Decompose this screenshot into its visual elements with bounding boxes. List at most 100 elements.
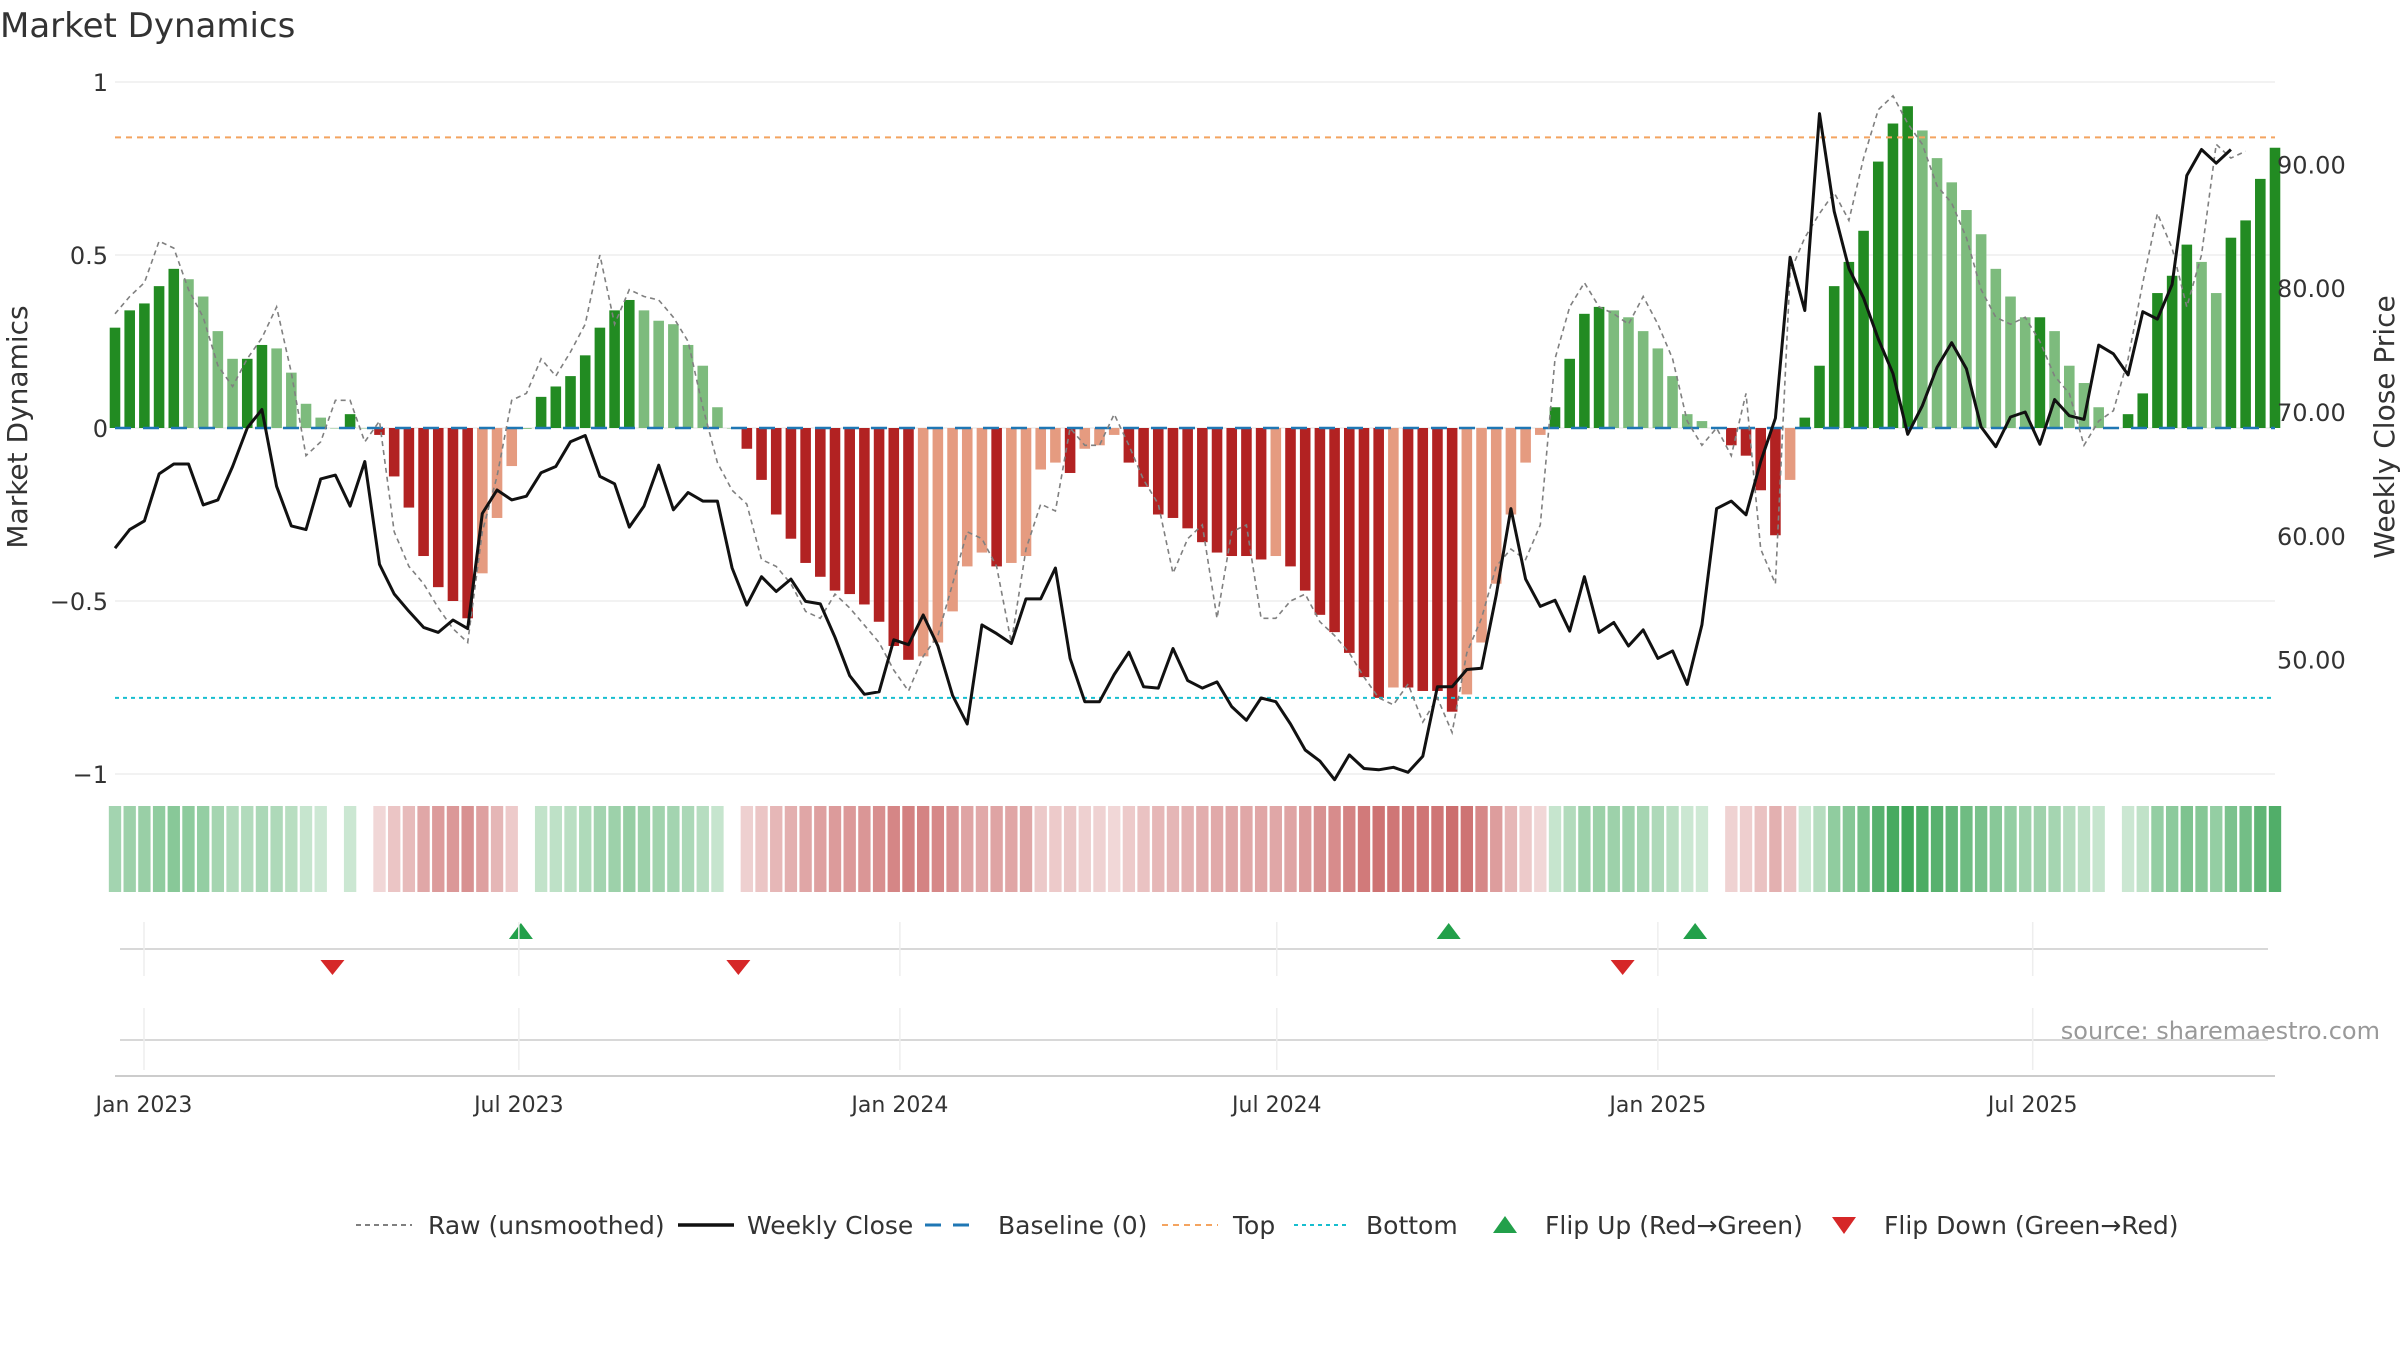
bar	[903, 428, 914, 660]
bar	[1299, 428, 1311, 591]
heat-cell	[1034, 806, 1047, 892]
heat-cell	[931, 806, 945, 892]
heat-cell	[1269, 806, 1282, 892]
bar	[1167, 428, 1179, 518]
bar	[1784, 428, 1796, 480]
bar	[565, 376, 576, 428]
bar	[1667, 376, 1678, 428]
bar	[2225, 237, 2237, 428]
bar	[1329, 428, 1340, 633]
bar	[506, 428, 518, 467]
heat-cell	[1240, 806, 1253, 892]
heat-cell	[1401, 806, 1415, 892]
heat-cell	[593, 806, 607, 892]
bars-series	[109, 106, 2281, 712]
bar	[1726, 428, 1737, 446]
left-tick-label: 1	[93, 69, 108, 97]
heat-cell	[226, 806, 239, 892]
heat-cell	[1122, 806, 1136, 892]
heat-cell	[138, 806, 151, 892]
heat-cell	[1813, 806, 1826, 892]
heat-cell	[755, 806, 768, 892]
bar	[1006, 428, 1017, 563]
heat-cell	[1695, 806, 1709, 892]
heat-cell	[637, 806, 651, 892]
heat-cell	[1372, 806, 1385, 892]
bar	[2137, 393, 2149, 428]
heat-cell	[1063, 806, 1077, 892]
bar	[2255, 178, 2266, 428]
bar	[432, 428, 444, 588]
heat-cell	[196, 806, 210, 892]
heat-cell	[1681, 806, 1694, 892]
bar	[623, 299, 635, 428]
bar	[197, 296, 209, 428]
heat-cell	[1460, 806, 1474, 892]
heat-cell	[1636, 806, 1650, 892]
bar	[462, 428, 473, 619]
heat-cell	[1607, 806, 1620, 892]
bar	[932, 428, 944, 643]
heat-cell	[711, 806, 724, 892]
bar	[1696, 421, 1708, 428]
heat-cell	[1152, 806, 1165, 892]
bar	[1505, 428, 1517, 515]
bar	[594, 327, 606, 428]
bar	[374, 428, 385, 435]
left-tick-label: −1	[73, 761, 108, 789]
heat-cell	[1357, 806, 1371, 892]
heat-cell	[843, 806, 856, 892]
lines-layer	[113, 94, 2275, 782]
right-tick-label: 50.00	[2277, 647, 2346, 675]
heat-cell	[388, 806, 401, 892]
bar	[1152, 428, 1164, 515]
bar	[2063, 365, 2075, 428]
bar	[961, 428, 973, 567]
heat-cell	[1210, 806, 1224, 892]
left-tick-label: 0	[93, 415, 108, 443]
heat-cell	[2121, 806, 2135, 892]
bar	[1035, 428, 1047, 470]
bar	[2210, 293, 2222, 428]
heat-cell	[1019, 806, 1033, 892]
legend-label: Baseline (0)	[998, 1211, 1147, 1240]
bar	[1931, 158, 1943, 428]
heat-cell	[2151, 806, 2164, 892]
raw-line	[114, 94, 2246, 736]
bar	[653, 320, 664, 428]
bar	[109, 327, 121, 428]
heat-cell	[579, 806, 592, 892]
heat-cell	[1857, 806, 1870, 892]
heat-cell	[858, 806, 871, 892]
heat-cell	[2224, 806, 2238, 892]
heat-cell	[1093, 806, 1106, 892]
bar	[1343, 428, 1355, 653]
bar	[241, 358, 253, 428]
bar	[1887, 123, 1899, 429]
bar	[1579, 313, 1590, 428]
heat-cell	[740, 806, 754, 892]
heat-cell	[2048, 806, 2061, 892]
heat-cell	[549, 806, 562, 892]
bar	[697, 365, 709, 428]
bar	[1637, 331, 1649, 428]
bar	[873, 428, 885, 622]
bar	[227, 358, 238, 428]
heat-cell	[667, 806, 680, 892]
bar	[668, 324, 679, 428]
heat-cell	[1196, 806, 1209, 892]
bar	[477, 428, 488, 574]
bar	[1476, 428, 1487, 643]
bar	[1402, 428, 1414, 688]
bar	[1975, 234, 1987, 428]
heat-cell	[1886, 806, 1900, 892]
heat-cell	[2063, 806, 2076, 892]
bar	[741, 428, 753, 449]
right-tick-label: 70.00	[2277, 399, 2346, 427]
heat-cell	[1828, 806, 1841, 892]
bar	[256, 344, 268, 428]
heat-cell	[1078, 806, 1091, 892]
flip-down-marker	[1610, 960, 1635, 975]
bar	[1255, 428, 1267, 560]
heat-cell	[1313, 806, 1327, 892]
